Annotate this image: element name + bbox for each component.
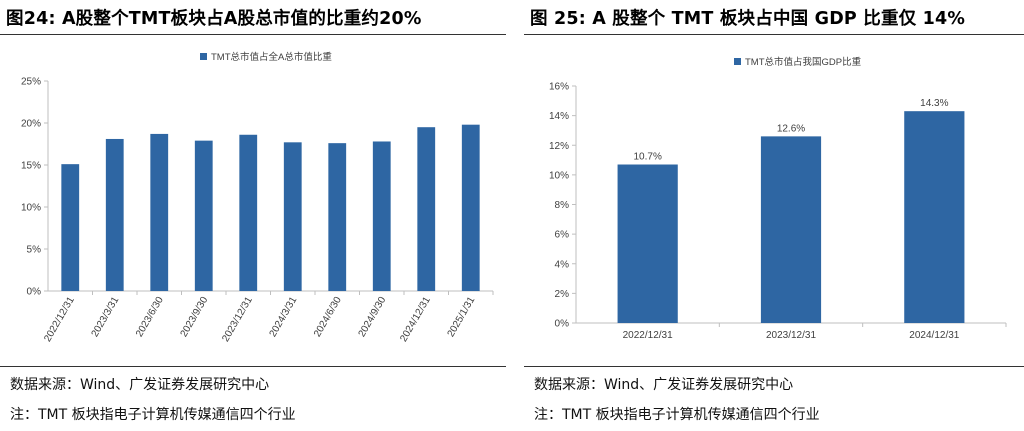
- legend-label: TMT总市值占我国GDP比重: [745, 56, 862, 68]
- right-panel: 图 25: A 股整个 TMT 板块占中国 GDP 比重仅 14% TMT总市值…: [524, 0, 1024, 431]
- y-tick-label: 4%: [555, 259, 570, 270]
- data-label: 10.7%: [633, 152, 661, 163]
- legend-swatch: [734, 58, 741, 65]
- x-tick-label: 2023/3/31: [90, 295, 122, 339]
- bar: [328, 143, 347, 291]
- x-tick-label: 2023/9/30: [179, 295, 211, 339]
- title-rule: [0, 34, 506, 35]
- bar: [283, 142, 302, 291]
- data-label: 12.6%: [777, 123, 805, 134]
- legend-swatch: [200, 53, 207, 60]
- x-tick-label: 2024/9/30: [357, 295, 389, 339]
- y-tick-label: 16%: [549, 82, 569, 93]
- source-note: 数据来源：Wind、广发证券发展研究中心: [534, 377, 794, 393]
- footer-rule: [0, 366, 506, 367]
- footnote: 注：TMT 板块指电子计算机传媒通信四个行业: [10, 407, 296, 423]
- bar: [239, 134, 258, 291]
- bar: [617, 164, 678, 323]
- x-tick-label: 2024/12/31: [398, 295, 433, 344]
- x-tick-label: 2025/1/31: [446, 295, 478, 339]
- x-tick-label: 2022/12/31: [42, 295, 77, 344]
- x-tick-label: 2024/6/30: [312, 295, 344, 339]
- x-tick-label: 2024/3/31: [268, 295, 300, 339]
- y-tick-label: 0%: [555, 319, 570, 330]
- bar: [461, 124, 480, 292]
- y-tick-label: 0%: [27, 287, 42, 298]
- y-tick-label: 6%: [555, 230, 570, 241]
- footnote: 注：TMT 板块指电子计算机传媒通信四个行业: [534, 407, 820, 423]
- y-tick-label: 25%: [21, 77, 41, 88]
- bar: [194, 140, 213, 291]
- y-tick-label: 12%: [549, 141, 569, 152]
- gdp-share-chart: TMT总市值占我国GDP比重 0% 2% 4% 6% 8% 10% 12% 14% 16% 10.7…: [549, 56, 1007, 341]
- title-rule: [524, 34, 1024, 35]
- y-tick-label: 5%: [27, 245, 42, 256]
- y-tick-label: 10%: [21, 203, 41, 214]
- y-tick-label: 20%: [21, 119, 41, 130]
- data-label: 14.3%: [920, 98, 948, 109]
- x-tick-label: 2023/12/31: [766, 330, 816, 341]
- source-note: 数据来源：Wind、广发证券发展研究中心: [10, 377, 270, 393]
- x-tick-label: 2024/12/31: [909, 330, 959, 341]
- x-tick-label: 2023/12/31: [220, 295, 255, 344]
- figure-title: 图24: A股整个TMT板块占A股总市值的比重约20%: [6, 9, 422, 29]
- left-panel: 图24: A股整个TMT板块占A股总市值的比重约20% TMT总市值占全A总市值…: [0, 0, 506, 431]
- x-tick-label: 2022/12/31: [623, 330, 673, 341]
- x-tick-label: 2023/6/30: [134, 295, 166, 339]
- legend-label: TMT总市值占全A总市值比重: [211, 51, 332, 63]
- y-tick-label: 15%: [21, 161, 41, 172]
- bar: [105, 138, 124, 291]
- bar: [61, 164, 80, 291]
- bar: [760, 136, 822, 323]
- y-tick-label: 8%: [555, 200, 570, 211]
- y-tick-label: 10%: [549, 170, 569, 181]
- bar: [417, 127, 436, 291]
- footer-rule: [524, 366, 1024, 367]
- bar: [150, 133, 169, 291]
- bar: [904, 111, 965, 324]
- y-tick-label: 14%: [549, 111, 569, 122]
- market-cap-share-chart: TMT总市值占全A总市值比重 0% 5% 10% 15% 20% 25% 2022/12/31…: [21, 51, 494, 344]
- figure-title: 图 25: A 股整个 TMT 板块占中国 GDP 比重仅 14%: [530, 9, 966, 29]
- y-tick-label: 2%: [555, 289, 570, 300]
- bar: [372, 141, 391, 291]
